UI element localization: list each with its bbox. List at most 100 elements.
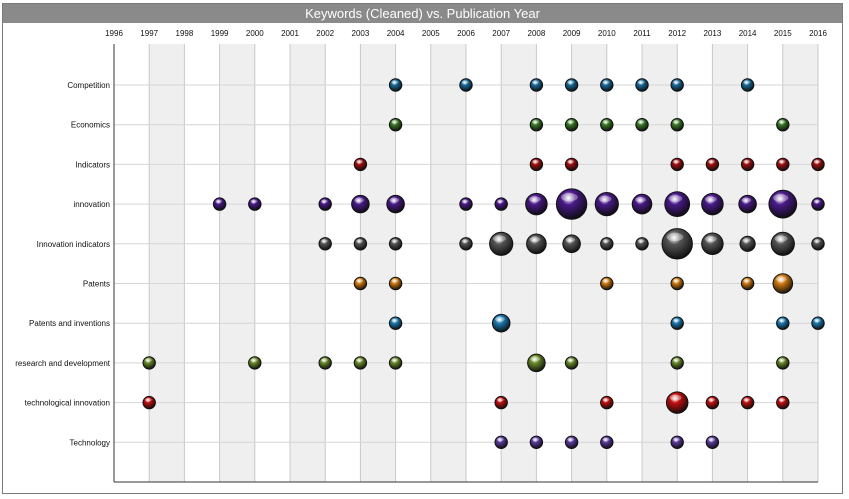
bubble-competition[interactable]	[564, 78, 579, 92]
bubble-innovation[interactable]	[212, 197, 227, 211]
bubble-innovation[interactable]	[631, 193, 653, 215]
bubble-technology[interactable]	[529, 435, 544, 449]
bubble-patents-and-inventions[interactable]	[670, 316, 684, 330]
bubble-technology[interactable]	[494, 435, 508, 449]
bubble-innovation[interactable]	[351, 194, 370, 214]
bubble-economics[interactable]	[529, 118, 544, 132]
bubble-technological-innovation[interactable]	[494, 395, 508, 410]
bubble-innovation[interactable]	[386, 194, 405, 214]
bubble-indicators[interactable]	[776, 157, 790, 172]
bubble-innovation-indicators[interactable]	[635, 237, 649, 251]
column-band	[782, 44, 818, 482]
bubble-research-and-development[interactable]	[776, 356, 790, 370]
bubble-innovation-indicators[interactable]	[600, 237, 614, 251]
bubble-patents[interactable]	[353, 276, 368, 291]
x-tick-label: 2006	[457, 29, 475, 38]
bubble-competition[interactable]	[670, 78, 684, 92]
bubble-patents-and-inventions[interactable]	[491, 313, 511, 333]
bubble-innovation[interactable]	[701, 192, 724, 216]
bubble-research-and-development[interactable]	[353, 356, 368, 370]
bubble-competition[interactable]	[740, 78, 755, 92]
bubble-patents-and-inventions[interactable]	[388, 316, 403, 330]
bubble-indicators[interactable]	[811, 157, 825, 172]
bubble-economics[interactable]	[564, 118, 579, 132]
bubble-competition[interactable]	[529, 78, 544, 92]
bubble-economics[interactable]	[600, 118, 614, 132]
x-tick-label: 2011	[633, 29, 651, 38]
bubble-technological-innovation[interactable]	[665, 391, 689, 414]
bubble-innovation[interactable]	[494, 197, 508, 211]
bubble-technological-innovation[interactable]	[705, 395, 720, 410]
bubble-highlight	[532, 80, 539, 84]
bubble-research-and-development[interactable]	[670, 356, 684, 370]
bubble-economics[interactable]	[388, 118, 403, 132]
bubble-highlight	[778, 159, 786, 164]
bubble-highlight	[565, 237, 576, 243]
bubble-innovation[interactable]	[555, 188, 588, 220]
bubble-indicators[interactable]	[353, 157, 368, 172]
bubble-innovation-indicators[interactable]	[388, 237, 403, 251]
bubble-indicators[interactable]	[670, 157, 684, 172]
bubble-technology[interactable]	[564, 435, 579, 449]
bubble-innovation[interactable]	[738, 194, 757, 214]
bubble-innovation-indicators[interactable]	[562, 234, 581, 254]
y-tick-label: Patents and inventions	[29, 319, 110, 328]
bubble-indicators[interactable]	[705, 157, 720, 172]
bubble-patents-and-inventions[interactable]	[776, 316, 790, 330]
bubble-technology[interactable]	[705, 435, 720, 449]
bubble-innovation-indicators[interactable]	[661, 228, 693, 260]
bubble-innovation-indicators[interactable]	[811, 237, 825, 251]
bubble-research-and-development[interactable]	[248, 356, 262, 370]
bubble-innovation-indicators[interactable]	[489, 231, 514, 256]
bubble-patents[interactable]	[600, 276, 614, 291]
bubble-innovation-indicators[interactable]	[739, 235, 756, 252]
bubble-competition[interactable]	[635, 78, 649, 92]
bubble-research-and-development[interactable]	[527, 353, 546, 373]
bubble-technology[interactable]	[600, 435, 614, 449]
bubble-patents[interactable]	[772, 273, 794, 294]
x-tick-label: 2012	[668, 29, 686, 38]
bubble-innovation[interactable]	[318, 197, 332, 211]
bubble-innovation[interactable]	[459, 197, 473, 211]
bubble-competition[interactable]	[388, 78, 403, 92]
bubble-research-and-development[interactable]	[142, 356, 156, 370]
bubble-research-and-development[interactable]	[318, 356, 332, 370]
bubble-innovation-indicators[interactable]	[526, 233, 547, 255]
bubble-highlight	[532, 120, 539, 124]
bubble-patents-and-inventions[interactable]	[811, 316, 825, 330]
bubble-research-and-development[interactable]	[564, 356, 579, 370]
x-tick-label: 1996	[105, 29, 123, 38]
bubble-indicators[interactable]	[740, 157, 755, 172]
bubble-technological-innovation[interactable]	[600, 395, 614, 410]
bubble-innovation[interactable]	[594, 192, 619, 217]
bubble-innovation-indicators[interactable]	[318, 237, 332, 251]
bubble-innovation-indicators[interactable]	[353, 237, 368, 251]
bubble-technological-innovation[interactable]	[776, 395, 790, 410]
bubble-economics[interactable]	[776, 118, 790, 132]
bubble-innovation-indicators[interactable]	[701, 232, 724, 256]
bubble-highlight	[778, 318, 786, 323]
bubble-innovation[interactable]	[664, 191, 691, 218]
x-tick-label: 2009	[563, 29, 581, 38]
bubble-indicators[interactable]	[564, 157, 579, 172]
bubble-technological-innovation[interactable]	[142, 395, 156, 410]
bubble-innovation[interactable]	[525, 192, 548, 216]
bubble-technology[interactable]	[670, 435, 684, 449]
bubble-patents[interactable]	[670, 276, 684, 291]
bubble-patents[interactable]	[740, 276, 755, 291]
bubble-economics[interactable]	[635, 118, 649, 132]
bubble-innovation[interactable]	[768, 189, 798, 219]
bubble-innovation[interactable]	[248, 197, 262, 211]
bubble-patents[interactable]	[388, 276, 403, 291]
bubble-research-and-development[interactable]	[388, 356, 403, 370]
bubble-highlight	[532, 437, 539, 442]
bubble-indicators[interactable]	[529, 157, 544, 172]
bubble-innovation[interactable]	[811, 197, 825, 211]
bubble-competition[interactable]	[459, 78, 473, 92]
bubble-innovation-indicators[interactable]	[770, 231, 795, 256]
bubble-highlight	[602, 80, 610, 84]
bubble-technological-innovation[interactable]	[740, 395, 755, 410]
bubble-competition[interactable]	[600, 78, 614, 92]
bubble-economics[interactable]	[670, 118, 684, 132]
bubble-innovation-indicators[interactable]	[459, 237, 473, 251]
